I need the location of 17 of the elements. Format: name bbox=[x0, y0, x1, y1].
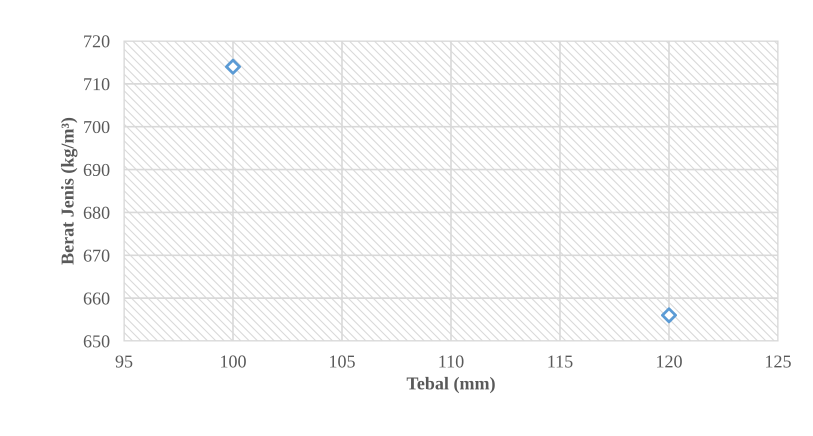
x-tick-label: 105 bbox=[330, 355, 355, 368]
y-tick-label: 670 bbox=[84, 250, 110, 262]
y-tick-label: 650 bbox=[84, 335, 110, 348]
x-tick-label: 115 bbox=[548, 356, 572, 368]
y-axis-title: Berat Jenis (kg/m³) bbox=[60, 118, 78, 265]
x-tick-label: 110 bbox=[439, 355, 464, 368]
y-tick-label: 710 bbox=[84, 78, 110, 90]
y-tick-label: 720 bbox=[84, 35, 110, 48]
y-tick-label: 660 bbox=[84, 292, 110, 305]
x-axis-title: Tebal (mm) bbox=[406, 376, 495, 394]
y-tick-label: 700 bbox=[84, 120, 110, 134]
x-tick-label: 125 bbox=[766, 355, 791, 368]
y-tick-label: 690 bbox=[84, 164, 110, 176]
x-tick-label: 120 bbox=[657, 355, 682, 368]
y-tick-label: 680 bbox=[84, 206, 110, 219]
x-tick-label: 100 bbox=[221, 355, 246, 368]
x-tick-label: 95 bbox=[116, 355, 132, 368]
